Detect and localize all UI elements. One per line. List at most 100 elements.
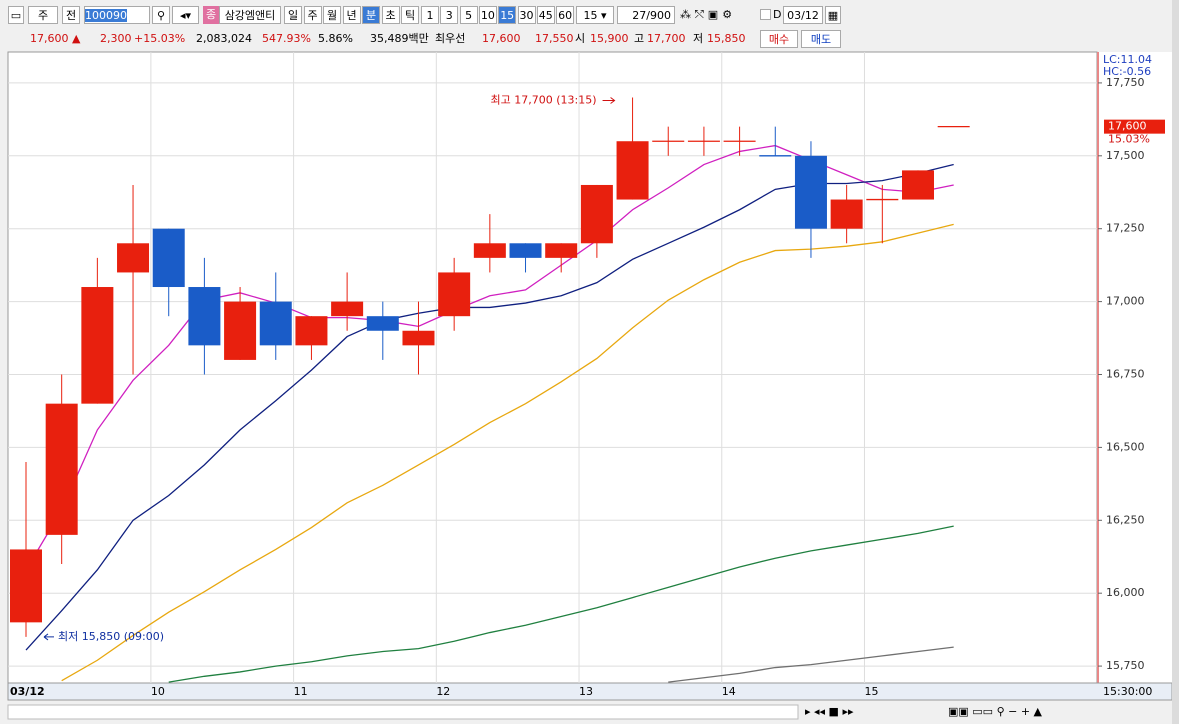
plot-area (7, 51, 1098, 684)
hc-label: HC:-0.56 (1103, 65, 1151, 78)
sell-button[interactable]: 매도 (801, 30, 841, 48)
best-label: 최우선 (435, 32, 466, 45)
candle-body (902, 170, 934, 200)
period-button[interactable]: 일 (284, 6, 302, 24)
period-button[interactable]: 60 (556, 6, 575, 24)
candle-body (438, 272, 471, 317)
high-label: 고 (634, 32, 645, 45)
x-tick-label: 13 (579, 685, 593, 698)
candle-body (509, 243, 542, 258)
candle-body (402, 330, 435, 346)
market-select[interactable]: 주 (28, 6, 58, 24)
candle-body (473, 243, 506, 258)
change: 2,300 (100, 32, 132, 45)
x-tick-label: 11 (294, 685, 308, 698)
period-button[interactable]: 1 (421, 6, 439, 24)
x-tick-label: 12 (436, 685, 450, 698)
volume: 2,083,024 (196, 32, 252, 45)
calendar-button[interactable]: ▦ (825, 6, 841, 24)
x-tick-label: 10 (151, 685, 165, 698)
ask: 17,600 (482, 32, 521, 45)
period-button[interactable]: 5 (459, 6, 478, 24)
candle-body (295, 316, 328, 346)
candle-body (259, 301, 292, 346)
candle-body (616, 141, 649, 200)
search-button[interactable]: ⚲ (152, 6, 170, 24)
nav-buttons[interactable]: ▸ ◂◂ ■ ▸▸ (805, 705, 854, 718)
candle-body (830, 199, 863, 229)
y-axis-area (1097, 52, 1172, 683)
ma-line (25, 163, 954, 651)
time-label: 15:30:00 (1103, 685, 1152, 698)
d-label: D (773, 8, 782, 21)
bid: 17,550 (535, 32, 574, 45)
period-button[interactable]: 15 (498, 6, 517, 24)
low: 15,850 (707, 32, 746, 45)
checkbox[interactable] (760, 9, 771, 20)
sound-button[interactable]: ◂▾ (172, 6, 199, 24)
x-axis-area (7, 682, 1173, 701)
last-price-label: 17,600 (1108, 120, 1147, 133)
turnover: 5.86% (318, 32, 353, 45)
zoom-buttons[interactable]: ▣▣ ▭▭ ⚲ − + ▲ (948, 705, 1043, 718)
badge: 종 (203, 6, 219, 24)
y-tick-label: 17,000 (1106, 295, 1145, 308)
x-tick-label: 15 (864, 685, 878, 698)
y-tick-label: 17,500 (1106, 149, 1145, 162)
y-tick-label: 16,500 (1106, 440, 1145, 453)
last-price-box (1104, 119, 1165, 134)
period-button[interactable]: 30 (517, 6, 536, 24)
interval-select[interactable]: 15 ▾ (576, 6, 614, 24)
scope-button[interactable]: 전 (62, 6, 80, 24)
icon[interactable]: ▭ (8, 6, 24, 24)
scroll-track[interactable] (7, 704, 799, 720)
y-tick-label: 17,250 (1106, 222, 1145, 235)
buy-button[interactable]: 매수 (760, 30, 798, 48)
x-tick-label: 14 (722, 685, 736, 698)
candle-body (117, 243, 150, 273)
period-button[interactable]: 45 (536, 6, 555, 24)
y-tick-label: 16,000 (1106, 586, 1145, 599)
ma-line (25, 144, 954, 571)
candle-body (188, 287, 221, 346)
period-button[interactable]: 3 (440, 6, 459, 24)
x-tick-label: 03/12 (10, 685, 45, 698)
ma-line (168, 525, 954, 683)
high-note: 최고 17,700 (13:15) (491, 93, 597, 106)
scrollbar[interactable] (1172, 0, 1179, 724)
price: 17,600 ▲ (30, 32, 81, 45)
code: 100090 (85, 9, 127, 22)
count-input[interactable]: 27/900 (617, 6, 675, 24)
open-label: 시 (575, 32, 586, 45)
period-button[interactable]: 분 (362, 6, 380, 24)
change-pct: +15.03% (134, 32, 186, 45)
tool-icons[interactable]: ⁂⤲▣⚙ (680, 8, 737, 21)
y-tick-label: 16,750 (1106, 367, 1145, 380)
candle-body (794, 155, 827, 229)
high: 17,700 (647, 32, 686, 45)
low-arrow (43, 633, 54, 641)
period-button[interactable]: 주 (303, 6, 322, 24)
low-label: 저 (693, 32, 704, 45)
candle-body (580, 184, 613, 244)
candle-body (81, 287, 114, 404)
period-button[interactable]: 10 (478, 6, 497, 24)
candle-body (224, 301, 257, 360)
candle-body (152, 228, 185, 288)
period-button[interactable]: 년 (342, 6, 361, 24)
date-input[interactable]: 03/12 (783, 6, 823, 24)
candle-body (545, 243, 578, 258)
candle-body (331, 301, 364, 317)
ma-line (668, 646, 954, 683)
period-button[interactable]: 월 (323, 6, 341, 24)
period-button[interactable]: 초 (381, 6, 400, 24)
low-note: 최저 15,850 (09:00) (58, 630, 164, 643)
code-input[interactable]: 100090 (84, 6, 150, 24)
candle-body (366, 316, 399, 331)
interval-value: 15 (583, 9, 598, 22)
volume-ratio: 547.93% (262, 32, 311, 45)
period-button[interactable]: 틱 (401, 6, 419, 24)
stock-name[interactable]: 삼강엠앤티 (219, 6, 281, 24)
amount: 35,489백만 (370, 32, 429, 45)
